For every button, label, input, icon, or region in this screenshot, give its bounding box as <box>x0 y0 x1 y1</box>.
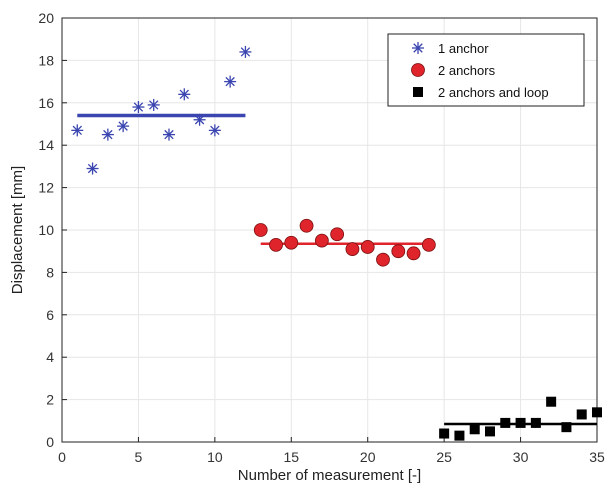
data-point-series-3 <box>469 424 480 435</box>
legend-marker-series-1 <box>412 42 424 54</box>
legend: 1 anchor 2 anchors 2 anchors and loop <box>387 33 585 107</box>
x-axis-ticks: 0 5 10 15 20 25 30 35 <box>58 437 605 465</box>
data-point-series-3 <box>576 409 587 420</box>
x-axis-label: Number of measurement [-] <box>238 467 421 484</box>
data-point-series-1 <box>86 162 99 175</box>
data-point-series-1 <box>71 124 84 137</box>
data-point-series-1 <box>208 124 221 137</box>
data-point-series-2 <box>253 223 268 237</box>
data-point-series-2 <box>345 242 360 256</box>
legend-label-series-1: 1 anchor <box>438 41 489 56</box>
legend-label-series-2: 2 anchors <box>438 63 496 78</box>
data-point-series-3 <box>500 417 511 428</box>
y-tick-label: 18 <box>38 52 54 68</box>
y-tick-label: 14 <box>38 137 54 153</box>
data-point-series-3 <box>592 407 602 418</box>
data-point-series-2 <box>376 252 390 267</box>
data-point-series-2 <box>406 246 421 261</box>
legend-marker-series-3 <box>413 87 423 97</box>
data-point-series-3 <box>515 417 526 428</box>
x-tick-label: 20 <box>360 449 376 465</box>
data-point-series-1 <box>163 128 175 141</box>
data-point-series-1 <box>132 101 145 114</box>
y-tick-label: 12 <box>38 180 54 196</box>
legend-marker-series-2 <box>411 63 425 77</box>
y-tick-label: 16 <box>38 95 54 111</box>
x-tick-label: 0 <box>58 449 66 465</box>
data-point-series-2 <box>330 227 345 242</box>
data-point-series-3 <box>561 422 572 433</box>
data-point-series-2 <box>314 233 329 248</box>
legend-label-series-3: 2 anchors and loop <box>438 85 549 100</box>
data-point-series-2 <box>391 244 406 259</box>
data-points <box>71 45 602 441</box>
y-axis-label: Displacement [mm] <box>9 166 26 294</box>
data-point-series-1 <box>178 88 191 101</box>
y-tick-label: 4 <box>46 349 54 365</box>
data-point-series-3 <box>439 428 450 439</box>
y-axis-ticks: 0 2 4 6 8 10 12 14 16 18 20 <box>38 10 67 450</box>
y-tick-label: 8 <box>46 264 54 280</box>
x-tick-label: 25 <box>436 449 452 465</box>
data-point-series-1 <box>147 98 160 111</box>
data-point-series-2 <box>284 235 299 250</box>
y-tick-label: 6 <box>46 307 54 323</box>
data-point-series-2 <box>269 237 283 252</box>
data-point-series-2 <box>299 218 314 233</box>
x-tick-label: 5 <box>135 449 143 465</box>
data-point-series-2 <box>421 237 436 252</box>
x-tick-label: 15 <box>283 449 299 465</box>
data-point-series-3 <box>454 430 465 441</box>
data-point-series-1 <box>193 113 206 126</box>
x-tick-label: 30 <box>513 449 529 465</box>
data-point-series-3 <box>530 417 541 428</box>
data-point-series-1 <box>224 75 237 88</box>
y-tick-label: 10 <box>38 222 54 238</box>
data-point-series-1 <box>239 45 252 58</box>
x-tick-label: 10 <box>207 449 223 465</box>
data-point-series-3 <box>485 426 495 437</box>
data-point-series-3 <box>546 396 557 407</box>
x-tick-label: 35 <box>589 449 605 465</box>
data-point-series-1 <box>117 120 130 133</box>
y-tick-label: 0 <box>46 434 54 450</box>
y-tick-label: 2 <box>46 392 54 408</box>
y-tick-label: 20 <box>38 10 54 26</box>
data-point-series-1 <box>101 128 114 141</box>
data-point-series-2 <box>360 240 375 254</box>
